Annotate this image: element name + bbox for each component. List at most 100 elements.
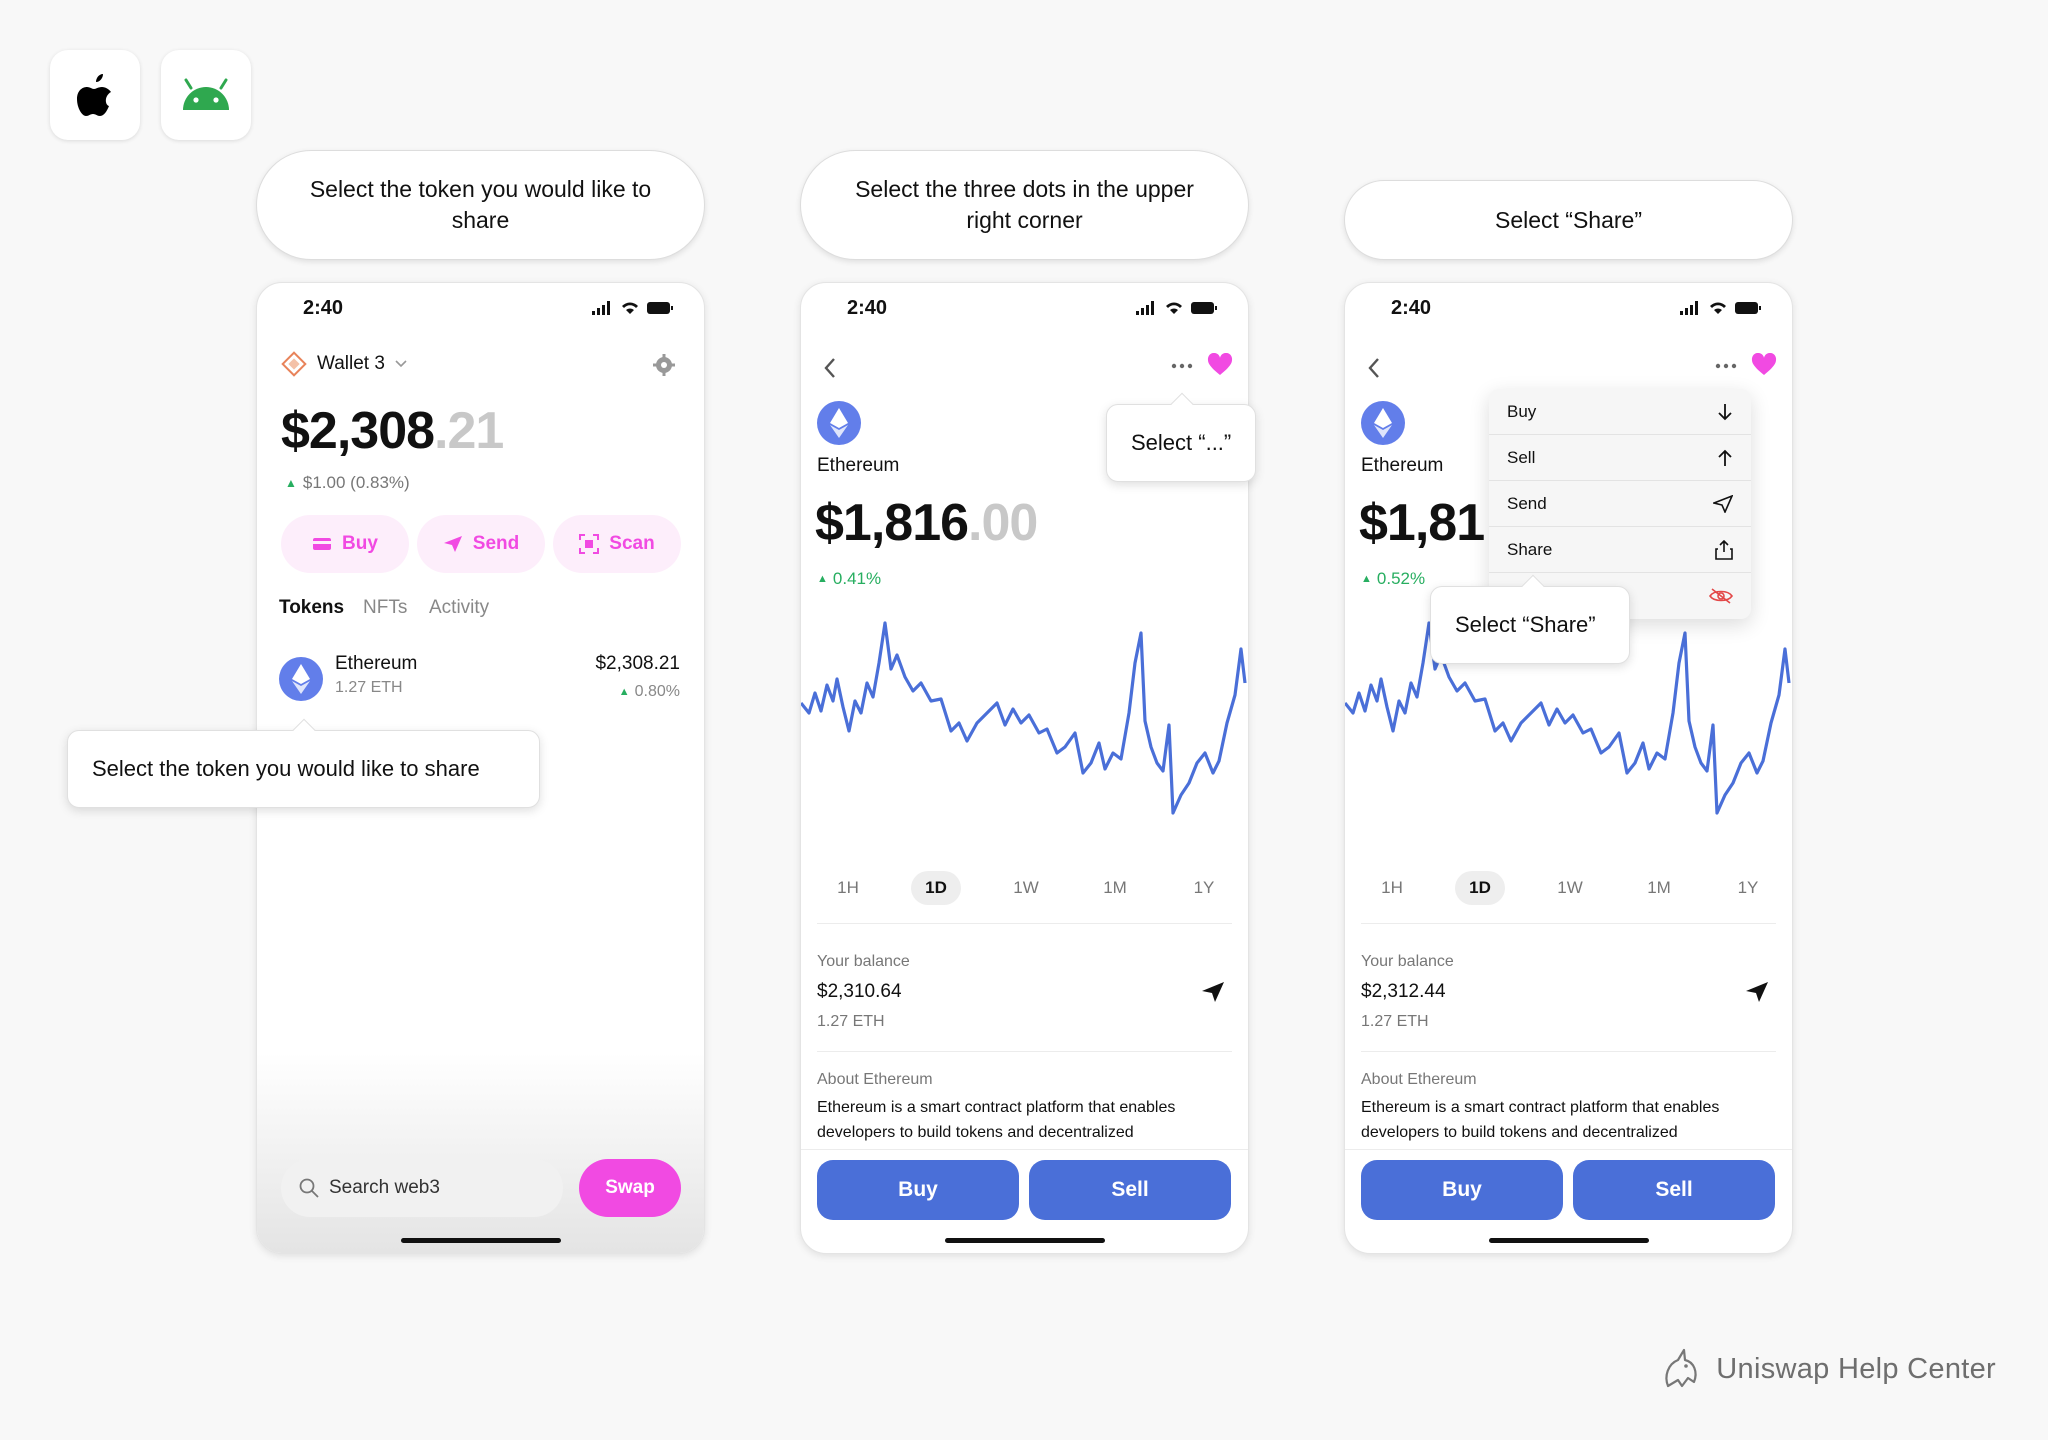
wifi-icon <box>1166 302 1182 314</box>
search-bar[interactable]: Search web3 <box>281 1159 563 1217</box>
divider <box>817 923 1232 924</box>
signal-icon <box>592 301 610 315</box>
home-indicator <box>944 1238 1105 1243</box>
token-price: $1,816.00 <box>815 493 1038 553</box>
sell-button[interactable]: Sell <box>1029 1160 1231 1220</box>
android-icon <box>183 78 229 110</box>
wallet-icon <box>281 351 307 377</box>
signal-icon <box>1136 301 1154 315</box>
menu-item-buy[interactable]: Buy <box>1489 389 1751 435</box>
divider <box>1345 1149 1792 1150</box>
range-1h[interactable]: 1H <box>1381 878 1403 897</box>
apple-tile[interactable] <box>50 50 140 140</box>
unicorn-logo-icon <box>1665 1348 1697 1388</box>
heart-favorite-icon[interactable] <box>1751 353 1777 377</box>
range-1w[interactable]: 1W <box>1557 878 1583 897</box>
balance-value: $2,312.44 <box>1361 981 1446 1002</box>
range-1w[interactable]: 1W <box>1013 878 1039 897</box>
buy-button[interactable]: Buy <box>1361 1160 1563 1220</box>
menu-item-sell[interactable]: Sell <box>1489 435 1751 481</box>
divider <box>1361 923 1776 924</box>
range-1y[interactable]: 1Y <box>1737 878 1759 897</box>
balance-value: $2,310.64 <box>817 981 902 1002</box>
price-change-text: 0.41% <box>832 569 882 588</box>
callout-select-dots: Select “...” <box>1106 392 1256 482</box>
about-label: About Ethereum <box>817 1071 933 1088</box>
step-2-label: Select the three dots in the upper right… <box>800 150 1249 260</box>
status-icons <box>1136 301 1218 315</box>
tab-activity[interactable]: Activity <box>429 597 490 618</box>
token-row-ethereum[interactable]: Ethereum 1.27 ETH $2,308.21 ▲ 0.80% <box>279 653 680 709</box>
price-change: ▲ 0.41% <box>817 569 881 589</box>
step-1-label: Select the token you would like to share <box>256 150 705 260</box>
android-tile[interactable] <box>161 50 251 140</box>
search-icon <box>299 1178 319 1198</box>
buy-action-label: Buy <box>342 533 378 554</box>
menu-item-sell-label: Sell <box>1507 447 1536 467</box>
range-1h[interactable]: 1H <box>837 878 859 897</box>
about-label: About Ethereum <box>1361 1071 1477 1088</box>
range-1m[interactable]: 1M <box>1647 878 1671 897</box>
price-chart <box>1345 621 1791 815</box>
token-value: $2,308.21 <box>595 653 680 674</box>
about-text-line-2: developers to build tokens and decentral… <box>1361 1124 1678 1141</box>
token-name: Ethereum <box>1361 455 1444 476</box>
tab-tokens[interactable]: Tokens <box>279 597 345 618</box>
battery-icon <box>1735 302 1761 314</box>
tab-nfts[interactable]: NFTs <box>363 597 408 618</box>
about-text-line-1: Ethereum is a smart contract platform th… <box>817 1099 1176 1116</box>
up-triangle-icon: ▲ <box>1361 573 1372 585</box>
buy-button[interactable]: Buy <box>817 1160 1019 1220</box>
callout-select-share-text: Select “Share” <box>1455 612 1596 637</box>
more-dots-icon[interactable] <box>1715 363 1737 369</box>
range-1m[interactable]: 1M <box>1103 878 1127 897</box>
range-1d[interactable]: 1D <box>911 871 961 905</box>
search-placeholder: Search web3 <box>329 1177 440 1198</box>
up-triangle-icon: ▲ <box>817 573 828 585</box>
divider <box>1361 1051 1776 1052</box>
send-icon[interactable] <box>1201 981 1225 1003</box>
ethereum-logo-icon <box>817 401 861 445</box>
arrow-down-icon <box>1718 403 1732 420</box>
token-change-text: 0.80% <box>634 683 680 700</box>
send-action-button[interactable]: Send <box>417 515 545 573</box>
more-dots-icon[interactable] <box>1171 363 1193 369</box>
wallet-selector[interactable]: Wallet 3 <box>281 351 407 377</box>
ethereum-logo-icon <box>279 657 323 701</box>
price-cents: .00 <box>968 494 1038 552</box>
menu-item-send[interactable]: Send <box>1489 481 1751 527</box>
price-line <box>1345 621 1791 815</box>
send-icon[interactable] <box>1745 981 1769 1003</box>
back-chevron-icon[interactable] <box>1367 357 1381 379</box>
wifi-icon <box>1710 302 1726 314</box>
scan-action-button[interactable]: Scan <box>553 515 681 573</box>
scan-action-label: Scan <box>609 533 655 554</box>
home-indicator <box>1488 1238 1649 1243</box>
status-icons <box>592 301 674 315</box>
menu-item-share[interactable]: Share <box>1489 527 1751 573</box>
chevron-down-icon <box>395 360 407 368</box>
sell-button[interactable]: Sell <box>1573 1160 1775 1220</box>
swap-button[interactable]: Swap <box>579 1159 681 1217</box>
token-amount: 1.27 ETH <box>335 679 403 696</box>
settings-gear-icon[interactable] <box>652 353 676 377</box>
range-1d[interactable]: 1D <box>1455 871 1505 905</box>
card-icon <box>313 538 332 550</box>
balance-label: Your balance <box>1361 953 1454 970</box>
about-text-line-2: developers to build tokens and decentral… <box>817 1124 1134 1141</box>
range-1y[interactable]: 1Y <box>1193 878 1215 897</box>
balance-change-text: $1.00 (0.83%) <box>302 473 410 492</box>
up-triangle-icon: ▲ <box>618 686 630 698</box>
balance-eth: 1.27 ETH <box>1361 1013 1429 1030</box>
back-chevron-icon[interactable] <box>823 357 837 379</box>
token-price: $1,81 <box>1359 494 1485 552</box>
buy-action-button[interactable]: Buy <box>281 515 409 573</box>
price-change-text: 0.52% <box>1376 569 1426 588</box>
menu-item-hide[interactable] <box>1489 573 1751 619</box>
menu-item-send-label: Send <box>1507 493 1547 513</box>
status-time: 2:40 <box>303 297 344 319</box>
token-name: Ethereum <box>335 653 418 674</box>
callout-select-dots-text: Select “...” <box>1131 430 1232 455</box>
heart-favorite-icon[interactable] <box>1207 353 1233 377</box>
menu-item-share-label: Share <box>1507 539 1553 559</box>
